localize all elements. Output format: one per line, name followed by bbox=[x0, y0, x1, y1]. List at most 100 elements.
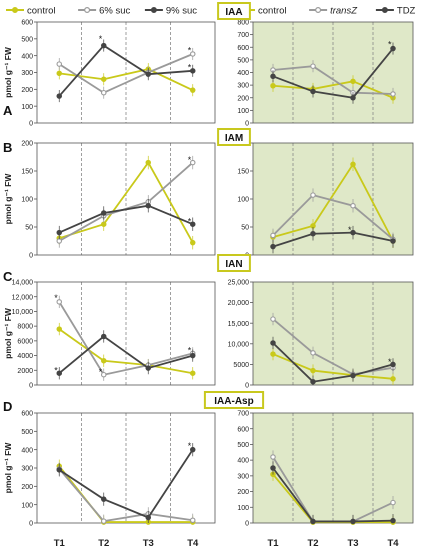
y-tick-label: 100 bbox=[21, 104, 33, 111]
legend-entry: TDZ bbox=[375, 6, 416, 17]
significance-star: * bbox=[188, 46, 192, 56]
series-line-6-suc bbox=[58, 53, 194, 94]
plot-d-left: 0 100 200 300 400 500 600 * T1 T2 T3 T4 bbox=[21, 411, 216, 549]
panel-letter: C bbox=[3, 269, 13, 284]
y-tick-label: 700 bbox=[237, 32, 249, 39]
y-tick-label: 0 bbox=[29, 383, 33, 390]
y-tick-label: 200 bbox=[21, 87, 33, 94]
data-point bbox=[350, 518, 356, 525]
series-line-tdz bbox=[272, 231, 394, 248]
y-tick-label: 500 bbox=[237, 442, 249, 449]
data-point bbox=[270, 73, 276, 80]
legend-label: 9% suc bbox=[166, 6, 197, 17]
series-line-9-suc bbox=[58, 204, 194, 234]
significance-star: * bbox=[388, 40, 392, 50]
series-line-control bbox=[58, 328, 193, 375]
panel-letter: D bbox=[3, 399, 12, 414]
data-point bbox=[310, 88, 316, 95]
y-tick-label: 100 bbox=[237, 197, 249, 204]
data-point bbox=[145, 71, 152, 77]
data-point bbox=[101, 221, 107, 227]
data-point bbox=[190, 370, 196, 376]
series-line-control bbox=[58, 160, 194, 244]
x-tick-label: T4 bbox=[187, 538, 199, 549]
data-point bbox=[56, 370, 62, 376]
data-point bbox=[101, 496, 107, 502]
data-point bbox=[310, 367, 316, 374]
panel-title: IAA bbox=[225, 7, 242, 18]
y-tick-label: 600 bbox=[237, 426, 249, 433]
data-point bbox=[145, 159, 152, 166]
y-tick-label: 8000 bbox=[17, 324, 33, 331]
data-point bbox=[350, 202, 356, 209]
x-tick-label: T2 bbox=[98, 538, 109, 549]
data-point bbox=[190, 239, 196, 246]
x-tick-label: T3 bbox=[143, 538, 154, 549]
data-point bbox=[56, 467, 62, 473]
legend-swatch-marker bbox=[84, 6, 91, 14]
series-line-control bbox=[59, 68, 194, 91]
y-tick-label: 4000 bbox=[17, 353, 33, 360]
data-point bbox=[390, 45, 396, 52]
data-point bbox=[270, 243, 276, 250]
plot-c-right: 0 5000 10,000 15,000 20,000 25,000 * bbox=[228, 280, 414, 390]
y-tick-label: 0 bbox=[245, 383, 249, 390]
y-tick-label: 200 bbox=[21, 484, 33, 491]
y-tick-label: 10,000 bbox=[12, 309, 34, 316]
plot-b-left: 0 50 100 150 200 * * bbox=[21, 141, 216, 260]
y-tick-label: 200 bbox=[21, 141, 33, 148]
significance-star: * bbox=[388, 357, 392, 367]
panel-title: IAA-Asp bbox=[214, 396, 253, 407]
y-tick-label: 0 bbox=[29, 521, 33, 528]
data-point bbox=[190, 87, 196, 93]
data-point bbox=[56, 70, 62, 77]
significance-star: * bbox=[188, 441, 192, 451]
data-point bbox=[350, 372, 356, 379]
series-line-tdz bbox=[272, 342, 394, 383]
plot-d-right: 0 100 200 300 400 500 600 700 T1 T2 T3 T4 bbox=[237, 411, 414, 549]
legend-swatch-marker bbox=[381, 6, 388, 14]
y-tick-label: 150 bbox=[21, 169, 33, 176]
series-line-6-suc bbox=[58, 301, 193, 376]
series-line-control bbox=[272, 162, 394, 242]
data-point bbox=[101, 357, 107, 364]
legend-label: 6% suc bbox=[99, 6, 130, 17]
y-tick-label: 400 bbox=[237, 458, 249, 465]
significance-star: * bbox=[188, 62, 192, 72]
data-point bbox=[390, 499, 396, 506]
data-point bbox=[310, 63, 316, 69]
x-tick-label: T1 bbox=[54, 538, 66, 549]
data-point bbox=[56, 61, 62, 67]
plot-frame bbox=[36, 281, 216, 386]
legend-label: TDZ bbox=[397, 6, 416, 17]
plot-a-right: 0 100 200 300 400 500 600 700 800 * bbox=[237, 20, 414, 128]
y-axis-label: pmol g⁻¹ FW bbox=[3, 173, 13, 225]
data-point bbox=[310, 230, 316, 237]
data-point bbox=[310, 518, 316, 525]
y-tick-label: 50 bbox=[241, 225, 249, 232]
data-point bbox=[56, 299, 62, 305]
y-tick-label: 14,000 bbox=[12, 280, 34, 287]
panel-title: IAN bbox=[225, 259, 242, 270]
series-line-tdz bbox=[272, 47, 394, 99]
data-point bbox=[350, 229, 356, 236]
significance-star: * bbox=[99, 367, 103, 377]
significance-star: * bbox=[188, 216, 192, 226]
data-point bbox=[270, 83, 276, 89]
y-tick-label: 300 bbox=[21, 70, 33, 77]
data-point bbox=[310, 192, 316, 198]
significance-star: * bbox=[188, 345, 192, 355]
significance-star: * bbox=[99, 34, 103, 44]
y-tick-label: 25,000 bbox=[228, 280, 250, 287]
y-tick-label: 12,000 bbox=[12, 294, 34, 301]
data-point bbox=[190, 159, 196, 166]
data-point bbox=[390, 91, 396, 97]
series-line-9-suc bbox=[58, 44, 193, 97]
y-tick-label: 15,000 bbox=[228, 321, 250, 328]
y-tick-label: 600 bbox=[237, 45, 249, 52]
data-point bbox=[390, 361, 396, 368]
x-tick-label: T1 bbox=[267, 538, 279, 549]
series-line-6-suc bbox=[58, 468, 193, 523]
panel-title-box bbox=[217, 2, 251, 20]
data-point bbox=[350, 95, 356, 101]
